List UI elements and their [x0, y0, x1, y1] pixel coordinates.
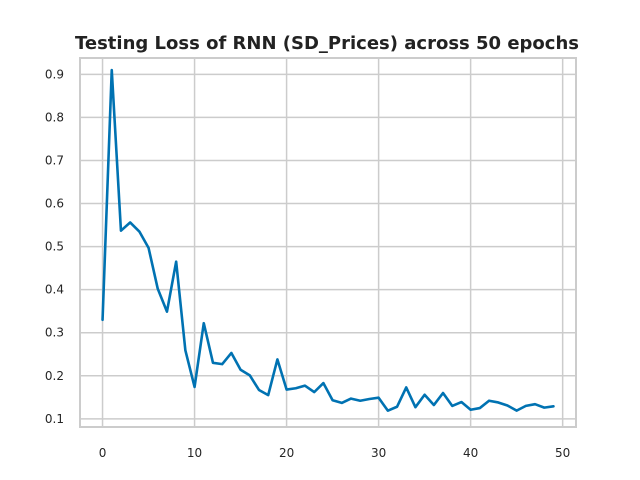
series-layer	[101, 68, 555, 412]
y-tick-label: 0.6	[45, 197, 64, 211]
x-tick-label: 20	[279, 446, 294, 460]
y-axis: 0.1 0.2 0.3 0.4 0.5 0.6 0.7 0.8 0.9	[45, 67, 64, 425]
x-tick-label: 40	[463, 446, 478, 460]
plot-frame	[79, 57, 577, 428]
series-line	[101, 68, 555, 412]
grid-lines	[80, 58, 576, 427]
y-tick-label: 0.5	[45, 240, 64, 254]
x-tick-label: 30	[371, 446, 386, 460]
y-tick-label: 0.1	[45, 412, 64, 426]
x-tick-label: 0	[99, 446, 107, 460]
y-tick-label: 0.4	[45, 283, 64, 297]
chart-title: Testing Loss of RNN (SD_Prices) across 5…	[75, 33, 579, 54]
x-tick-label: 50	[555, 446, 570, 460]
y-tick-label: 0.9	[45, 67, 64, 81]
y-tick-label: 0.7	[45, 153, 64, 167]
y-tick-label: 0.2	[45, 369, 64, 383]
y-tick-label: 0.3	[45, 326, 64, 340]
y-tick-label: 0.8	[45, 110, 64, 124]
x-tick-label: 10	[187, 446, 202, 460]
x-axis: 0 10 20 30 40 50	[99, 446, 571, 460]
